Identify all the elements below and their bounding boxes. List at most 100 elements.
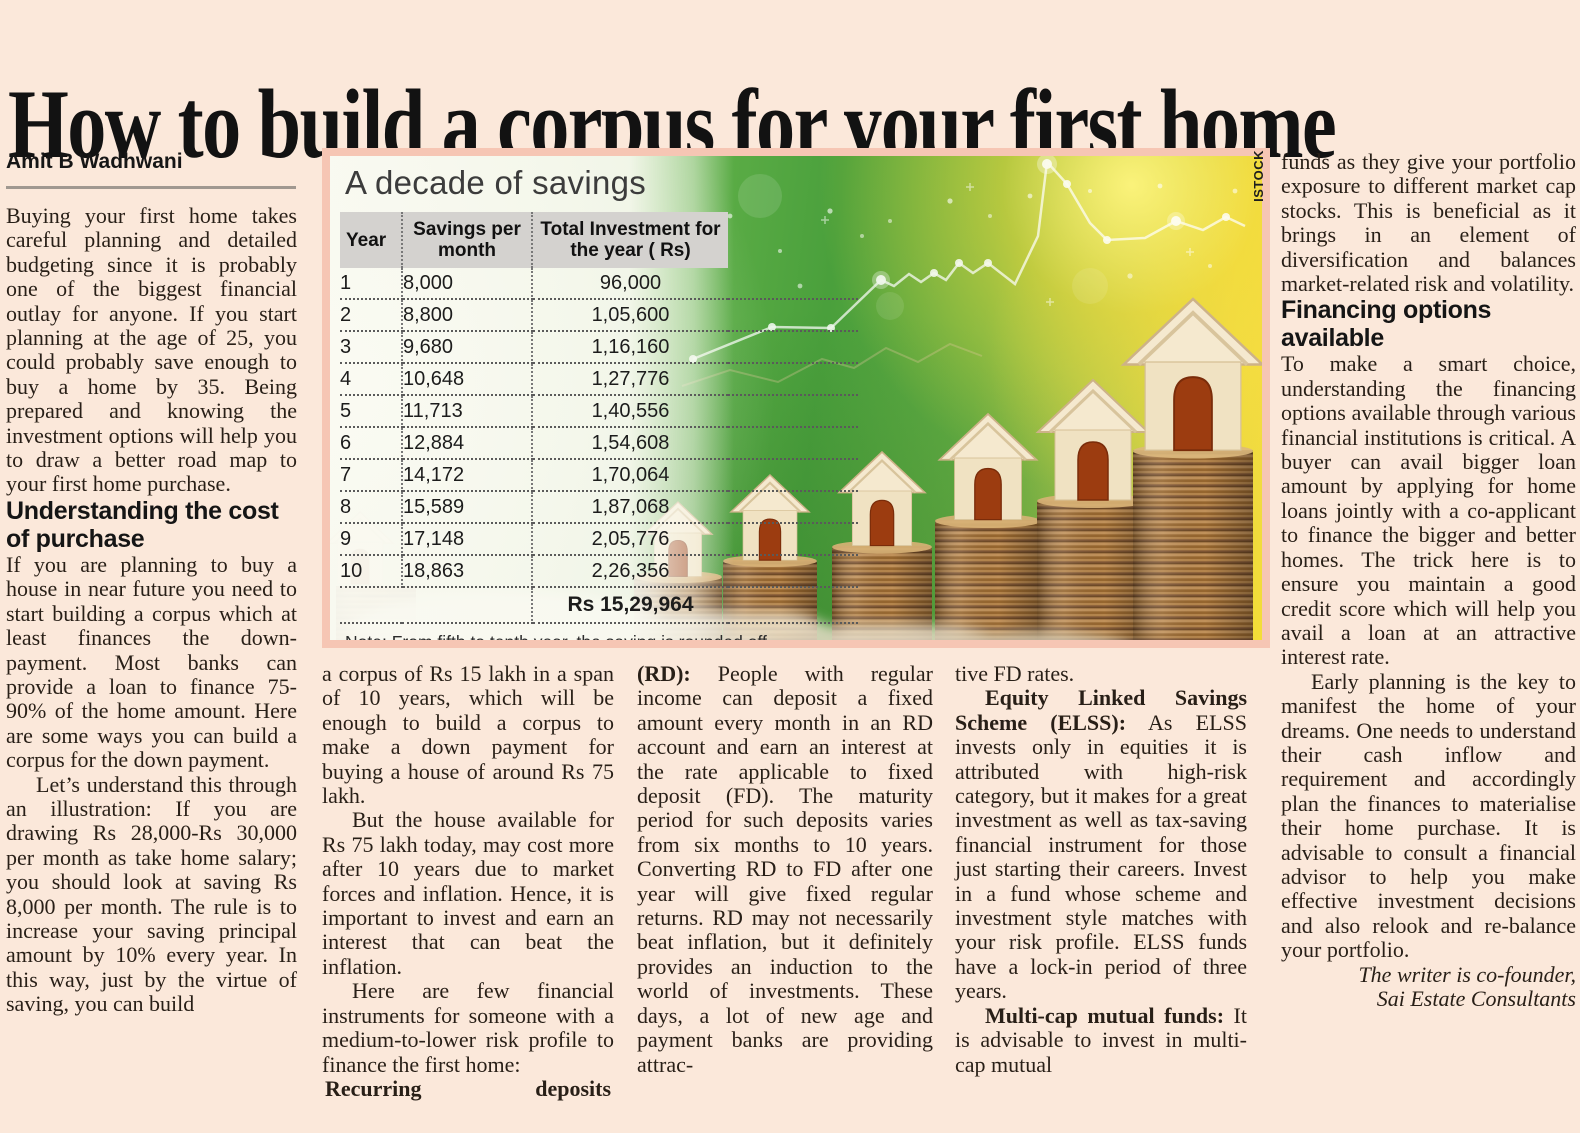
paragraph: a corpus of Rs 15 lakh in a span of 10 y… — [322, 661, 614, 809]
paragraph: Here are few financial instruments for s… — [322, 978, 614, 1077]
table-row: 4 10,648 1,27,776 — [340, 363, 858, 396]
recurring-deposits-lead: Recurring deposits — [322, 1075, 614, 1101]
bold-lead-word: deposits — [535, 1075, 611, 1101]
paragraph: Multi-cap mutual funds: It is advisable … — [955, 1002, 1247, 1077]
column-header-spacer — [728, 212, 858, 268]
paragraph: Let’s understand this through an illustr… — [6, 771, 297, 1017]
savings-cell: 8,000 — [402, 268, 533, 300]
year-cell: 10 — [340, 555, 403, 588]
table-row: 5 11,713 1,40,556 — [340, 395, 858, 428]
year-cell: 1 — [340, 268, 403, 300]
spacer-cell — [728, 299, 858, 332]
total-cell: 2,05,776 — [532, 523, 728, 556]
table-row: 10 18,863 2,26,356 — [340, 555, 858, 588]
year-cell: 7 — [340, 459, 403, 492]
byline: Amit B Wadhwani — [6, 150, 183, 173]
text-column-5: funds as they give your portfolio exposu… — [1281, 149, 1576, 1133]
spacer-cell — [728, 523, 858, 556]
table-row: 1 8,000 96,000 — [340, 268, 858, 300]
savings-cell: 9,680 — [402, 331, 533, 364]
column-header-total-investment: Total Investment for the year ( Rs) — [532, 212, 728, 268]
table-footnote: Note: From fifth to tenth year, the savi… — [345, 632, 767, 648]
spacer-cell — [728, 363, 858, 396]
spacer-cell — [728, 395, 858, 428]
year-cell: 5 — [340, 395, 403, 428]
total-cell: 1,16,160 — [532, 331, 728, 364]
writer-credit-line-2: Sai Estate Consultants — [1376, 986, 1576, 1011]
decade-of-savings-table: Year Savings per month Total Investment … — [340, 212, 858, 624]
paragraph: (RD): People with regular income can dep… — [637, 661, 933, 1077]
savings-cell: 8,800 — [402, 299, 533, 332]
spacer-cell — [728, 459, 858, 492]
coin-stack — [1036, 378, 1150, 640]
spacer-cell — [728, 587, 858, 624]
table-header: Year Savings per month Total Investment … — [340, 212, 858, 268]
paragraph-text: People with regular income can deposit a… — [637, 661, 933, 1077]
byline-divider — [6, 186, 296, 189]
table-row: 3 9,680 1,16,160 — [340, 331, 858, 364]
paragraph: Buying your first home takes careful pla… — [6, 203, 297, 497]
total-cell: 1,40,556 — [532, 395, 728, 428]
total-cell: 1,05,600 — [532, 299, 728, 332]
savings-infographic: A decade of savings Year Savings per mon… — [322, 148, 1270, 648]
paragraph: If you are planning to buy a house in ne… — [6, 551, 297, 773]
total-cell: 2,26,356 — [532, 555, 728, 588]
bold-lead: Equity Linked Savings Scheme (ELSS): — [955, 685, 1247, 735]
text-column-4: tive FD rates. Equity Linked Savings Sch… — [955, 661, 1247, 1133]
savings-cell: 17,148 — [402, 523, 533, 556]
table-row: 9 17,148 2,05,776 — [340, 523, 858, 556]
year-cell: 3 — [340, 331, 403, 364]
table-row: 2 8,800 1,05,600 — [340, 299, 858, 332]
spacer-cell — [728, 331, 858, 364]
coin-stack — [1121, 297, 1262, 640]
paragraph: funds as they give your portfolio exposu… — [1281, 149, 1576, 297]
year-cell: 9 — [340, 523, 403, 556]
savings-cell: 12,884 — [402, 427, 533, 460]
paragraph: To make a smart choice, understanding th… — [1281, 351, 1576, 670]
table-row: 7 14,172 1,70,064 — [340, 459, 858, 492]
paragraph-text: It is advisable to invest in multi-cap m… — [955, 1002, 1247, 1077]
spacer-cell — [728, 268, 858, 300]
infographic-title: A decade of savings — [345, 164, 647, 201]
savings-cell: 11,713 — [402, 395, 533, 428]
total-cell: 1,70,064 — [532, 459, 728, 492]
savings-cell: 18,863 — [402, 555, 533, 588]
coin-stack — [935, 412, 1041, 640]
section-heading-financing-options: Financing options available — [1281, 296, 1492, 353]
text-column-2: a corpus of Rs 15 lakh in a span of 10 y… — [322, 661, 614, 1133]
total-cell: 96,000 — [532, 268, 728, 300]
paragraph: But the house available for Rs 75 lakh t… — [322, 807, 614, 979]
spacer-cell — [728, 427, 858, 460]
savings-table-area: A decade of savings Year Savings per mon… — [340, 162, 865, 648]
column-header-year: Year — [340, 212, 403, 268]
paragraph: tive FD rates. — [955, 661, 1075, 686]
total-row-spacer — [340, 587, 533, 624]
photo-credit: ISTOCK — [1251, 150, 1266, 202]
savings-cell: 15,589 — [402, 491, 533, 524]
paragraph: Early planning is the key to manifest th… — [1281, 668, 1576, 963]
writer-credit-line-1: The writer is co-founder, — [1358, 961, 1576, 987]
paragraph: Equity Linked Savings Scheme (ELSS): As … — [955, 686, 1247, 1003]
year-cell: 8 — [340, 491, 403, 524]
paragraph-text: As ELSS invests only in equities it is a… — [955, 709, 1247, 1004]
total-amount: Rs 15,29,964 — [532, 587, 728, 624]
column-header-savings: Savings per month — [402, 212, 533, 268]
text-column-3: (RD): People with regular income can dep… — [637, 661, 933, 1133]
bold-lead-word: Recurring — [325, 1075, 422, 1101]
bold-lead: Multi-cap mutual funds: — [985, 1002, 1225, 1028]
spacer-cell — [728, 491, 858, 524]
table-total-row: Rs 15,29,964 — [340, 587, 858, 624]
savings-cell: 14,172 — [402, 459, 533, 492]
total-cell: 1,27,776 — [532, 363, 728, 396]
savings-cell: 10,648 — [402, 363, 533, 396]
spacer-cell — [728, 555, 858, 588]
year-cell: 6 — [340, 427, 403, 460]
table-row: 6 12,884 1,54,608 — [340, 427, 858, 460]
bold-lead: (RD): — [637, 661, 691, 686]
table-row: 8 15,589 1,87,068 — [340, 491, 858, 524]
text-column-1: Buying your first home takes careful pla… — [6, 203, 297, 1133]
section-heading-cost-of-purchase: Understanding the cost of purchase — [6, 496, 279, 553]
total-cell: 1,87,068 — [532, 491, 728, 524]
year-cell: 2 — [340, 299, 403, 332]
